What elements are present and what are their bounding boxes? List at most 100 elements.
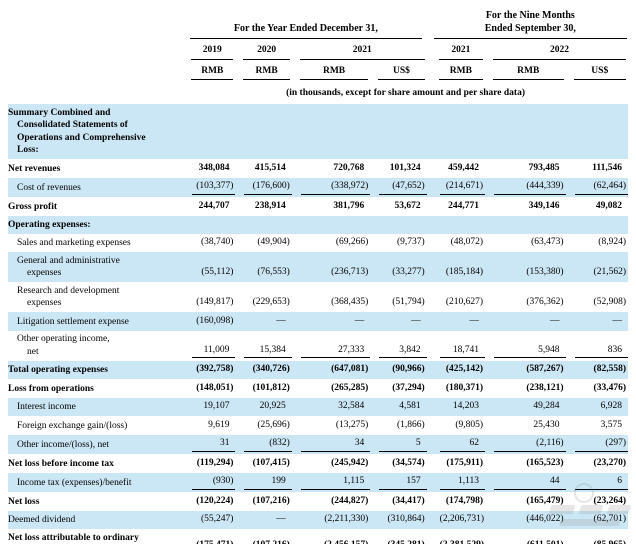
value-cell: (345,281) — [370, 529, 426, 544]
value-cell: (165,479) — [526, 495, 564, 506]
row-label: Gross profit — [8, 201, 57, 212]
value-cell: 244,707 — [198, 200, 230, 211]
value-cell: — — [469, 315, 480, 326]
value-cell: 62 — [427, 435, 486, 455]
header-year-2020: 2020 — [235, 42, 291, 63]
value-cell: (23,270) — [593, 457, 626, 468]
value-cell: 244,771 — [448, 200, 480, 211]
value-cell: 5,948 — [485, 331, 566, 361]
value-cell — [427, 216, 485, 234]
value-cell: (49,904) — [257, 237, 290, 247]
value-cell: (587,267) — [526, 364, 564, 374]
value-cell: 720,768 — [333, 162, 365, 173]
row-label: Net loss — [8, 496, 40, 507]
value-cell: (244,827) — [331, 495, 369, 506]
value-cell: (930) — [183, 473, 236, 493]
value-cell: (107,216) — [235, 529, 291, 544]
value-cell: (62,464) — [566, 178, 628, 198]
value-cell: (25,696) — [257, 419, 290, 430]
value-cell: 348,084 — [198, 162, 230, 173]
value-cell: (2,206,731) — [439, 514, 484, 524]
value-cell: (107,415) — [252, 457, 290, 468]
value-cell: (23,264) — [593, 495, 626, 506]
header-year-2022: 2022 — [485, 42, 628, 63]
value-cell: (90,966) — [392, 364, 425, 374]
value-cell: (62,701) — [593, 514, 626, 524]
value-cell — [566, 216, 628, 234]
row-label: Net loss attributable to ordinary shareh… — [8, 532, 139, 543]
value-cell: (82,558) — [593, 364, 626, 374]
header-currency: US$ — [370, 62, 426, 83]
header-group-row: For the Year Ended December 31, For the … — [8, 6, 628, 42]
value-cell — [292, 216, 371, 234]
row-label: Other operating income, net — [17, 334, 110, 357]
value-cell — [370, 216, 426, 234]
value-cell: — — [276, 315, 286, 326]
value-cell: (229,653) — [252, 297, 290, 307]
value-cell: 25,430 — [533, 419, 560, 430]
value-cell — [485, 216, 566, 234]
value-cell: 20,925 — [259, 401, 286, 411]
table-row: Interest income 19,107 20,925 32,584 4,581 14… — [8, 397, 628, 416]
header-currency-row: RMB RMB RMB US$ RMB RMB US$ — [8, 62, 628, 83]
table-row: Litigation settlement expense (160,098) — —… — [8, 312, 628, 331]
value-cell: (340,726) — [252, 364, 290, 374]
value-cell: (245,942) — [331, 457, 369, 468]
value-cell: (265,285) — [331, 382, 369, 393]
value-cell: (51,794) — [392, 297, 425, 307]
header-currency: RMB — [183, 62, 235, 83]
table-row: Net revenues 348,084 415,514 720,768 101,324… — [8, 159, 628, 178]
row-label: Cost of revenues — [17, 183, 81, 193]
value-cell: (175,911) — [446, 457, 484, 468]
value-cell: — — [612, 315, 623, 326]
table-row: Deemed dividend (55,247) — (2,211,330) (310,… — [8, 510, 628, 529]
value-cell: 44 — [485, 473, 566, 493]
value-cell: (76,553) — [257, 267, 290, 277]
value-cell: (236,713) — [331, 267, 369, 277]
row-label: Litigation settlement expense — [17, 316, 129, 327]
value-cell: (214,671) — [427, 178, 486, 198]
row-label: Total operating expenses — [8, 365, 108, 375]
table-header: For the Year Ended December 31, For the … — [8, 6, 628, 104]
row-label: Deemed dividend — [8, 515, 76, 525]
header-group-year-ended: For the Year Ended December 31, — [183, 6, 427, 42]
value-cell: (55,112) — [201, 267, 234, 277]
header-currency: US$ — [566, 62, 628, 83]
header-spacer — [8, 62, 183, 83]
value-cell: 349,146 — [528, 200, 560, 211]
table-row: Net loss before income tax (119,294) (107,… — [8, 454, 628, 473]
value-cell: (180,371) — [445, 382, 484, 393]
value-cell: (47,652) — [370, 178, 427, 198]
value-cell: — — [411, 315, 421, 326]
value-cell: (165,523) — [526, 457, 564, 468]
table-row: Net loss attributable to ordinary shareh… — [8, 529, 628, 544]
value-cell: (611,501) — [485, 529, 566, 544]
row-label: Foreign exchange gain/(loss) — [17, 420, 128, 431]
table-row: Total operating expenses (392,758) (340,72… — [8, 360, 628, 379]
value-cell: 199 — [235, 473, 292, 493]
header-year-2021: 2021 — [292, 42, 427, 63]
value-cell: (101,812) — [252, 382, 290, 393]
value-cell: 53,672 — [394, 200, 421, 211]
table-body: Summary Combined and Consolidated Statem… — [8, 104, 628, 544]
table-row: Other income/(loss), net 31 (832) 34 5 62 (2,1… — [8, 434, 628, 455]
value-cell: — — [550, 315, 560, 326]
value-cell: (310,864) — [387, 514, 425, 524]
value-cell — [183, 216, 235, 234]
value-cell: (48,072) — [450, 237, 484, 247]
value-cell: (2,116) — [485, 435, 566, 455]
value-cell: 836 — [566, 331, 628, 361]
header-currency: RMB — [235, 62, 291, 83]
table-row: Cost of revenues (103,377) (176,600) (338,9… — [8, 177, 628, 198]
value-cell: 5 — [370, 435, 427, 455]
value-cell: 415,514 — [254, 162, 286, 173]
value-cell: (33,476) — [593, 382, 626, 393]
units-note: (in thousands, except for share amount a… — [286, 87, 526, 98]
value-cell: (2,211,330) — [324, 514, 369, 524]
value-cell — [427, 104, 485, 159]
table-row: Gross profit 244,707 238,914 381,796 53,672 2… — [8, 197, 628, 216]
row-label: Sales and marketing expenses — [17, 238, 131, 248]
value-cell: (69,266) — [335, 237, 369, 247]
table-row: Other operating income, net 11,009 15,384 2… — [8, 331, 628, 361]
header-year-row: 2019 2020 2021 2021 2022 — [8, 42, 628, 63]
